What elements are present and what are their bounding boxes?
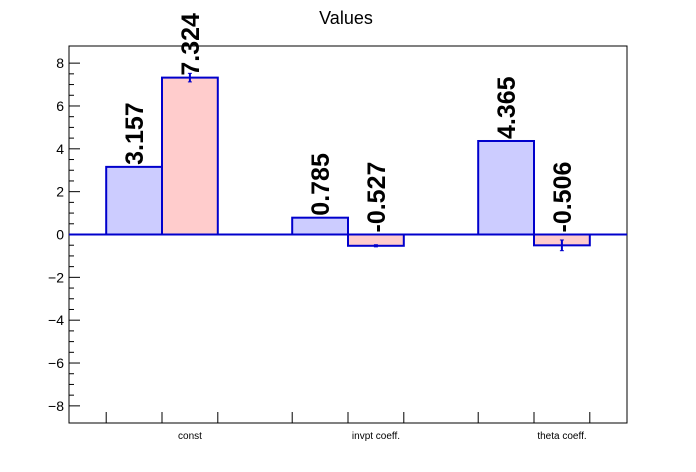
chart-title: Values [319, 8, 373, 28]
y-tick-label: 4 [56, 141, 64, 157]
x-tick-label: theta coeff. [537, 431, 586, 442]
value-label: -0.506 [549, 162, 577, 233]
bar-blue-1 [291, 216, 350, 236]
value-labels: 3.157 0.785 4.365 7.324 -0.527 -0.506 [121, 13, 577, 233]
value-label: 0.785 [307, 153, 335, 216]
bars [105, 76, 591, 247]
x-tick-label: const [178, 431, 202, 442]
y-tick-label: −8 [48, 398, 64, 414]
value-label: -0.527 [363, 162, 391, 233]
y-axis: −8 −6 −4 −2 0 2 4 6 8 [48, 55, 80, 414]
x-axis: const invpt coeff. theta coeff. [105, 412, 591, 442]
y-tick-label: −2 [48, 269, 64, 285]
error-bars [187, 72, 564, 252]
y-tick-label: 2 [56, 184, 64, 200]
value-label: 4.365 [493, 76, 521, 139]
y-tick-label: −4 [48, 312, 64, 328]
x-tick-label: invpt coeff. [352, 431, 400, 442]
value-label: 3.157 [121, 102, 149, 165]
y-tick-label: −6 [48, 355, 64, 371]
bar-blue-0 [105, 165, 163, 236]
bar-red-1 [347, 233, 405, 247]
bar-red-0 [161, 76, 219, 236]
y-tick-label: 0 [56, 227, 64, 243]
bar-blue-2 [477, 139, 536, 236]
y-tick-label: 8 [56, 55, 64, 71]
value-label: 7.324 [177, 13, 205, 76]
y-tick-label: 6 [56, 98, 64, 114]
